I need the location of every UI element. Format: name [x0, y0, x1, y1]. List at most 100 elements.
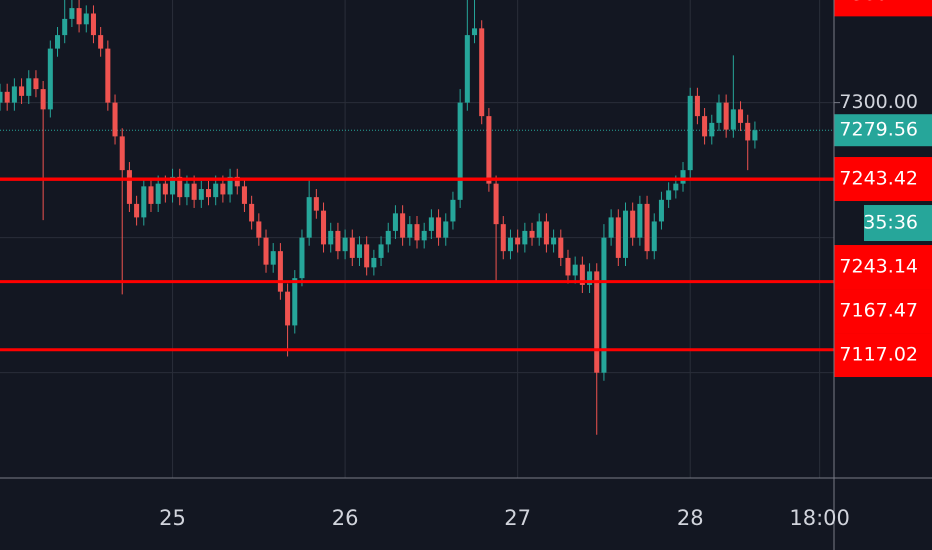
candle-body: [680, 170, 686, 184]
candle-body: [522, 230, 528, 245]
candle-body: [26, 78, 32, 96]
candle-body: [76, 8, 82, 25]
candle-body: [407, 224, 413, 238]
candle-body: [651, 221, 657, 252]
candle-body: [392, 213, 398, 231]
candle-body: [385, 230, 391, 245]
candle-body: [500, 224, 506, 252]
candle-body: [400, 213, 406, 238]
level-label-box: [834, 157, 932, 202]
candle-body: [702, 116, 708, 137]
candle-body: [220, 183, 226, 195]
candle-body: [536, 221, 542, 238]
candle-body: [205, 189, 212, 198]
candle-body: [493, 183, 499, 225]
candle-body: [321, 210, 327, 245]
candle-body: [19, 86, 25, 96]
candle-body: [11, 86, 17, 103]
candle-body: [227, 176, 233, 195]
candle-body: [622, 210, 629, 258]
candle-body: [457, 102, 463, 200]
x-tick-label: 18:00: [789, 506, 850, 530]
candle-body: [745, 122, 751, 141]
level-label-box: [834, 289, 932, 334]
candle-body: [579, 264, 585, 285]
candle-body: [162, 183, 168, 195]
countdown-box: [864, 205, 932, 242]
candle-body: [658, 199, 664, 222]
candle-body: [119, 136, 125, 171]
candle-body: [515, 237, 521, 245]
candle-body: [105, 48, 111, 103]
candle-body: [148, 186, 154, 204]
candle-body: [486, 116, 492, 184]
candle-body: [637, 203, 643, 238]
candle-body: [644, 203, 650, 252]
candle-body: [213, 183, 219, 198]
candle-body: [551, 237, 557, 245]
candle-body: [371, 257, 377, 268]
candle-body: [414, 224, 420, 241]
candle-body: [443, 221, 449, 238]
candle-body: [177, 176, 183, 198]
plot-area: [0, 0, 834, 478]
candle-body: [752, 130, 758, 141]
level-label: 7117.02: [839, 344, 918, 366]
candle-body: [709, 122, 715, 137]
candle-body: [62, 18, 68, 36]
candle-body: [285, 291, 291, 326]
candle-body: [184, 183, 190, 198]
candle-body: [256, 221, 262, 238]
candle-body: [378, 244, 384, 258]
level-label: 7243.42: [839, 168, 918, 190]
candle-body: [730, 109, 736, 130]
candle-body: [464, 35, 470, 103]
candle-body: [687, 95, 693, 171]
candle-body: [723, 102, 729, 130]
x-tick-label: 26: [332, 506, 359, 530]
candle-body: [33, 78, 39, 90]
candle-body: [234, 176, 240, 187]
candle-body: [241, 186, 247, 204]
x-tick-label: 25: [159, 506, 186, 530]
candle-body: [155, 183, 161, 204]
candle-body: [529, 230, 535, 238]
x-tick-label: 27: [504, 506, 531, 530]
candle-body: [364, 244, 370, 268]
candle-body: [630, 210, 636, 238]
candle-body: [141, 186, 147, 218]
candle-body: [608, 217, 614, 238]
candle-body: [126, 170, 132, 204]
candle-body: [134, 203, 140, 218]
candle-body: [83, 13, 89, 25]
level-label-box: [834, 0, 932, 17]
candle-body: [349, 237, 355, 258]
candle-body: [587, 271, 593, 285]
candle-body: [342, 237, 348, 252]
level-label: 7380.17: [839, 0, 918, 5]
candle-body: [507, 237, 513, 252]
candle-body: [40, 89, 46, 110]
candle-body: [198, 189, 204, 200]
candle-body: [90, 13, 96, 36]
level-label: 7167.47: [839, 300, 918, 322]
candle-body: [170, 176, 176, 195]
candle-body: [479, 28, 485, 117]
candle-body: [69, 8, 75, 19]
candle-body: [543, 221, 549, 245]
candle-body: [4, 91, 10, 103]
candle-body: [738, 109, 744, 123]
candle-body: [112, 102, 118, 137]
candle-body: [55, 35, 61, 49]
y-tick-label: 7300.00: [839, 91, 918, 113]
candle-body: [472, 28, 478, 36]
candle-body: [428, 217, 434, 231]
candle-body: [558, 237, 564, 258]
candle-body: [421, 230, 427, 241]
level-label: 7243.14: [839, 256, 918, 278]
candle-body: [666, 190, 672, 200]
candle-body: [673, 183, 679, 191]
candle-body: [292, 278, 298, 326]
candle-body: [328, 230, 334, 245]
